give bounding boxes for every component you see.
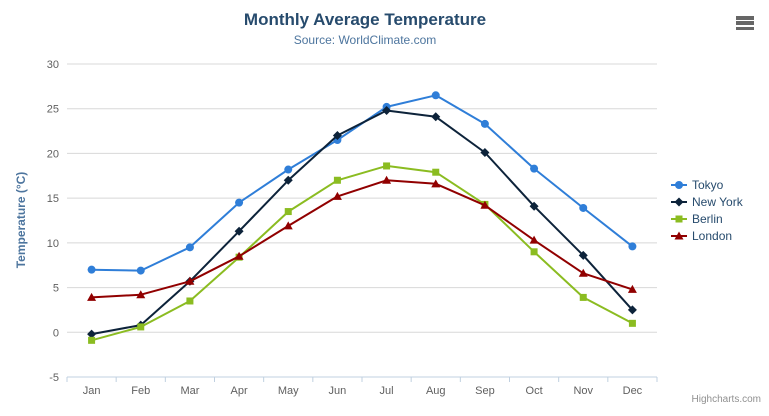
chart-subtitle: Source: WorldClimate.com — [293, 33, 437, 47]
x-axis-label: Feb — [131, 385, 150, 397]
series-point-berlin[interactable] — [137, 323, 145, 331]
series-point-london[interactable] — [382, 175, 392, 184]
x-axis-label: Jul — [380, 385, 394, 397]
series-point-london[interactable] — [480, 200, 490, 209]
series-point-berlin[interactable] — [579, 293, 587, 301]
legend-label: Tokyo — [692, 177, 724, 192]
series-point-berlin[interactable] — [284, 208, 292, 216]
series-point-new-york[interactable] — [627, 305, 637, 315]
series-point-tokyo[interactable] — [136, 266, 145, 275]
x-axis-label: Apr — [231, 385, 248, 397]
legend-symbol — [674, 231, 684, 239]
series-point-tokyo[interactable] — [185, 243, 194, 252]
legend-label: London — [692, 228, 733, 243]
legend-label: Berlin — [692, 211, 723, 226]
legend-symbol — [674, 197, 684, 206]
y-axis-label: 0 — [53, 327, 59, 339]
y-axis-label: 30 — [47, 59, 59, 71]
series-point-new-york[interactable] — [431, 112, 441, 122]
series-point-tokyo[interactable] — [579, 203, 588, 212]
series-line-london — [90, 179, 634, 299]
series-point-london[interactable] — [87, 292, 97, 301]
legend: Tokyo New York Berlin London — [671, 176, 743, 244]
x-axis-label: Aug — [426, 385, 446, 397]
hamburger-menu-icon[interactable] — [736, 16, 754, 30]
series-point-berlin[interactable] — [530, 248, 538, 256]
x-axis-label: Oct — [526, 385, 543, 397]
x-axis-label: Nov — [573, 385, 593, 397]
y-axis-title: Temperature (°C) — [14, 171, 28, 269]
series-point-tokyo[interactable] — [284, 165, 293, 174]
series-point-london[interactable] — [332, 191, 342, 200]
legend-symbol — [675, 180, 683, 189]
series-line-new-york — [90, 109, 634, 336]
x-axis-label: Sep — [475, 385, 495, 397]
legend-item-london[interactable]: London — [671, 227, 743, 244]
x-axis-label: Jun — [329, 385, 347, 397]
y-axis-label: -5 — [49, 372, 59, 384]
menu-bar — [736, 21, 754, 25]
x-axis-label: May — [278, 385, 299, 397]
x-axis-label: Dec — [623, 385, 643, 397]
x-axis-label: Jan — [83, 385, 101, 397]
series-point-london[interactable] — [627, 284, 637, 293]
legend-item-tokyo[interactable]: Tokyo — [671, 176, 743, 193]
series-point-new-york[interactable] — [87, 329, 97, 339]
series-point-london[interactable] — [136, 290, 146, 299]
series-point-london[interactable] — [529, 235, 539, 244]
series-point-tokyo[interactable] — [87, 265, 96, 274]
series-point-london[interactable] — [431, 179, 441, 188]
legend-label: New York — [692, 194, 743, 209]
series-point-tokyo[interactable] — [431, 91, 440, 100]
legend-symbol — [675, 215, 683, 222]
series-point-berlin[interactable] — [383, 162, 391, 170]
series-point-london[interactable] — [234, 251, 244, 260]
y-axis-label: 10 — [47, 238, 59, 250]
series-point-tokyo[interactable] — [235, 198, 244, 207]
series-point-new-york[interactable] — [529, 201, 539, 211]
series-point-berlin[interactable] — [88, 336, 96, 344]
series-point-tokyo[interactable] — [628, 242, 637, 251]
series-point-london[interactable] — [185, 276, 195, 285]
chart-title: Monthly Average Temperature — [243, 10, 487, 29]
menu-bar — [736, 26, 754, 30]
series-point-tokyo[interactable] — [480, 119, 489, 128]
series-point-new-york[interactable] — [480, 148, 490, 158]
series-point-new-york[interactable] — [332, 131, 342, 141]
x-axis-label: Mar — [180, 385, 199, 397]
series-point-new-york[interactable] — [283, 175, 293, 185]
series-line-berlin — [90, 164, 634, 342]
y-axis-label: 5 — [53, 283, 59, 295]
series-point-tokyo[interactable] — [530, 164, 539, 173]
legend-item-berlin[interactable]: Berlin — [671, 210, 743, 227]
series-point-new-york[interactable] — [234, 226, 244, 236]
legend-marker-circle-icon — [671, 180, 687, 189]
series-point-london[interactable] — [283, 221, 293, 230]
series-point-berlin[interactable] — [333, 176, 341, 184]
series-point-new-york[interactable] — [578, 250, 588, 260]
series-point-berlin[interactable] — [628, 319, 636, 327]
legend-marker-diamond-icon — [671, 197, 687, 206]
menu-bar — [736, 16, 754, 20]
series-point-new-york[interactable] — [382, 106, 392, 116]
legend-marker-square-icon — [671, 215, 687, 222]
y-axis-label: 15 — [47, 193, 59, 205]
credits-link[interactable]: Highcharts.com — [691, 394, 761, 405]
series-point-london[interactable] — [578, 268, 588, 277]
legend-item-new-york[interactable]: New York — [671, 193, 743, 210]
legend-marker-triangle-icon — [671, 231, 687, 239]
y-axis-label: 20 — [47, 148, 59, 160]
y-axis-label: 25 — [47, 104, 59, 116]
series-line-tokyo — [90, 94, 634, 272]
series-point-berlin[interactable] — [432, 168, 440, 176]
series-point-berlin[interactable] — [186, 297, 194, 305]
